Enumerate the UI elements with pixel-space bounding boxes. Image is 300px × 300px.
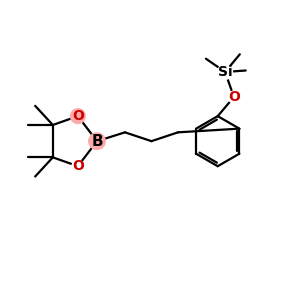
Text: O: O bbox=[72, 109, 84, 123]
Text: Si: Si bbox=[218, 65, 232, 79]
Circle shape bbox=[218, 64, 232, 79]
Circle shape bbox=[72, 160, 84, 172]
Text: O: O bbox=[228, 90, 240, 104]
Circle shape bbox=[228, 91, 240, 103]
Text: O: O bbox=[72, 159, 84, 173]
Circle shape bbox=[70, 109, 85, 124]
Text: B: B bbox=[91, 134, 103, 149]
Circle shape bbox=[89, 133, 105, 149]
